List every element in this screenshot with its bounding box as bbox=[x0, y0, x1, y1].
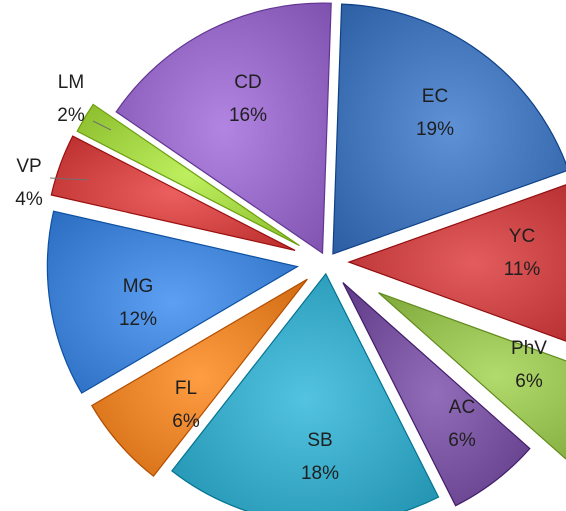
slice-label-vp: VP bbox=[16, 156, 41, 177]
slice-percent-fl: 6% bbox=[172, 411, 200, 432]
slice-label-sb: SB bbox=[307, 430, 332, 451]
slice-percent-sb: 18% bbox=[301, 463, 339, 484]
slice-label-fl: FL bbox=[175, 378, 197, 399]
leader-line-lm bbox=[92, 120, 112, 131]
leader-line-vp bbox=[49, 177, 89, 181]
slice-cd bbox=[115, 2, 332, 255]
slice-percent-mg: 12% bbox=[119, 309, 157, 330]
slice-percent-lm: 2% bbox=[57, 105, 85, 126]
slice-label-mg: MG bbox=[123, 276, 154, 297]
slice-label-lm: LM bbox=[58, 72, 84, 93]
slice-percent-yc: 11% bbox=[504, 259, 541, 280]
slice-vp bbox=[50, 135, 296, 251]
slice-percent-ac: 6% bbox=[448, 430, 476, 451]
labels-layer: EC 19% YC 11% PhV 6% AC 6% SB 18% FL 6% MG 12% VP 4% LM 2… bbox=[15, 72, 547, 484]
slice-yc bbox=[347, 184, 566, 342]
slice-label-ec: EC bbox=[422, 86, 448, 107]
slice-percent-phv: 6% bbox=[515, 371, 543, 392]
slice-percent-ec: 19% bbox=[416, 119, 454, 140]
leader-lines-layer bbox=[49, 120, 112, 181]
slice-label-ac: AC bbox=[449, 397, 475, 418]
slice-percent-cd: 16% bbox=[229, 105, 267, 126]
slice-ec bbox=[332, 3, 566, 255]
slice-sb bbox=[171, 272, 440, 511]
slice-fl bbox=[90, 278, 308, 477]
slice-label-yc: YC bbox=[509, 226, 535, 247]
slice-lm bbox=[76, 103, 300, 247]
slices-layer bbox=[46, 2, 566, 511]
slice-label-cd: CD bbox=[234, 72, 261, 93]
slice-label-phv: PhV bbox=[511, 338, 547, 359]
slice-percent-vp: 4% bbox=[15, 189, 43, 210]
slice-mg bbox=[46, 210, 300, 394]
slice-ac bbox=[342, 282, 531, 507]
